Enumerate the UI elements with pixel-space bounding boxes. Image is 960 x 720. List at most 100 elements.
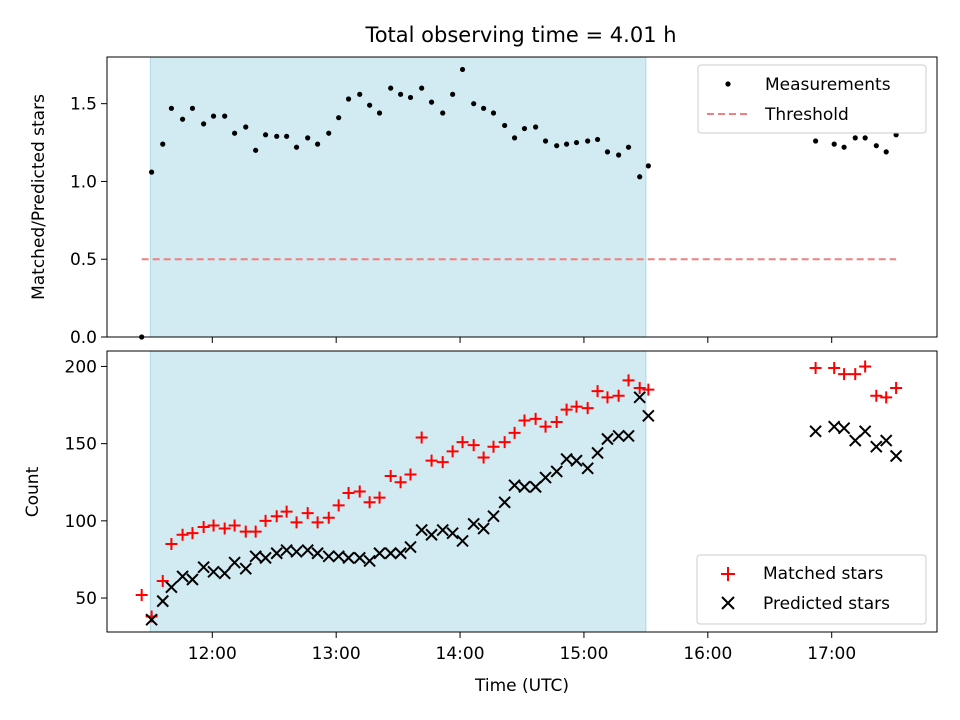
predicted-star-point <box>436 523 449 537</box>
legend-predicted-marker <box>721 596 735 610</box>
measurement-point <box>873 143 879 149</box>
matched-star-point <box>838 368 851 381</box>
matched-star-point <box>890 382 903 395</box>
matched-star-point <box>828 361 841 374</box>
measurement-point <box>645 163 651 169</box>
matched-star-point <box>290 516 303 529</box>
measurement-point <box>160 141 166 147</box>
predicted-star-point <box>550 465 563 478</box>
measurement-point <box>533 124 539 130</box>
measurement-point <box>148 169 155 175</box>
top-legend-box <box>697 64 927 134</box>
measurement-point <box>511 135 518 141</box>
predicted-star-point <box>207 565 220 578</box>
predicted-star-point <box>239 562 252 575</box>
matched-star-point <box>642 383 655 396</box>
measurement-point <box>357 91 363 97</box>
matched-star-point <box>363 496 376 509</box>
matched-star-point <box>436 456 449 469</box>
measurement-point <box>585 138 591 144</box>
predicted-star-point <box>529 480 542 494</box>
predicted-star-point <box>270 547 283 560</box>
predicted-star-point <box>612 429 625 443</box>
matched-star-point <box>601 391 614 404</box>
measurement-point <box>210 113 217 119</box>
matched-star-point <box>859 360 872 373</box>
measurement-point <box>293 144 300 150</box>
matched-star-point <box>849 368 862 381</box>
xtick-label: 16:00 <box>683 644 732 664</box>
predicted-star-point <box>601 432 614 446</box>
xtick-label: 15:00 <box>559 644 608 664</box>
predicted-star-point <box>539 471 552 484</box>
predicted-star-point <box>837 421 851 435</box>
predicted-star-point <box>259 551 272 565</box>
predicted-star-point <box>518 480 531 494</box>
matched-star-point <box>581 402 594 415</box>
matched-star-point <box>880 391 893 404</box>
matched-star-point <box>415 431 428 444</box>
measurement-point <box>284 133 290 139</box>
predicted-star-point <box>498 496 511 509</box>
measurement-point <box>490 110 497 116</box>
measurement-point <box>862 135 868 141</box>
measurement-point <box>231 130 238 136</box>
matched-star-point <box>446 445 459 458</box>
measurement-point <box>604 149 611 155</box>
predicted-star-point <box>487 509 500 523</box>
top-plot-frame <box>106 56 938 338</box>
legend-matched-label: Matched stars <box>763 564 883 584</box>
matched-star-point <box>456 436 469 449</box>
measurement-point <box>222 113 228 119</box>
matched-star-point <box>384 470 397 483</box>
predicted-star-point <box>145 613 158 626</box>
predicted-star-point <box>880 434 893 447</box>
measurement-point <box>243 124 249 130</box>
predicted-star-point <box>642 409 655 423</box>
top-ytick-label: 0.0 <box>70 328 97 348</box>
measurement-point <box>397 91 404 97</box>
matched-star-point <box>425 454 438 467</box>
matched-star-point <box>508 426 521 439</box>
predicted-star-point <box>581 462 594 475</box>
matched-star-point <box>529 412 542 425</box>
matched-star-point <box>539 420 552 433</box>
predicted-star-point <box>809 425 822 438</box>
measurement-point <box>450 91 456 97</box>
measurement-point <box>852 135 858 141</box>
xtick-label: 14:00 <box>436 644 485 664</box>
matched-star-point <box>280 505 293 518</box>
bottom-legend-box <box>696 554 927 625</box>
matched-star-point <box>197 521 210 534</box>
legend-predicted-label: Predicted stars <box>763 594 890 614</box>
matched-star-point <box>404 468 417 481</box>
measurement-point <box>812 138 819 144</box>
predicted-star-point <box>446 526 459 540</box>
matched-star-point <box>498 436 511 449</box>
predicted-star-point <box>176 570 189 583</box>
predicted-star-point <box>322 550 335 563</box>
measurement-point <box>407 94 414 101</box>
measurement-point <box>376 110 383 116</box>
legend-measurements-marker <box>725 81 731 87</box>
predicted-star-point <box>889 449 903 463</box>
predicted-star-point <box>591 446 604 460</box>
xtick-label: 12:00 <box>188 644 237 664</box>
matched-star-point <box>467 439 480 452</box>
measurement-point <box>521 125 528 132</box>
predicted-star-point <box>342 551 355 565</box>
measurement-point <box>625 144 632 150</box>
predicted-star-point <box>249 550 262 563</box>
matched-star-point <box>259 514 272 527</box>
predicted-star-point <box>165 581 178 594</box>
bottom-ylabel: Count <box>23 466 43 517</box>
predicted-star-point <box>508 479 521 492</box>
matched-star-point <box>518 414 531 427</box>
legend-matched-marker <box>721 567 735 581</box>
matched-star-point <box>249 525 262 538</box>
top-ytick-label: 1.5 <box>70 95 97 115</box>
predicted-star-point <box>156 594 169 608</box>
top-shaded-interval <box>149 56 647 338</box>
matched-star-point <box>228 519 241 532</box>
matched-star-point <box>353 485 366 498</box>
